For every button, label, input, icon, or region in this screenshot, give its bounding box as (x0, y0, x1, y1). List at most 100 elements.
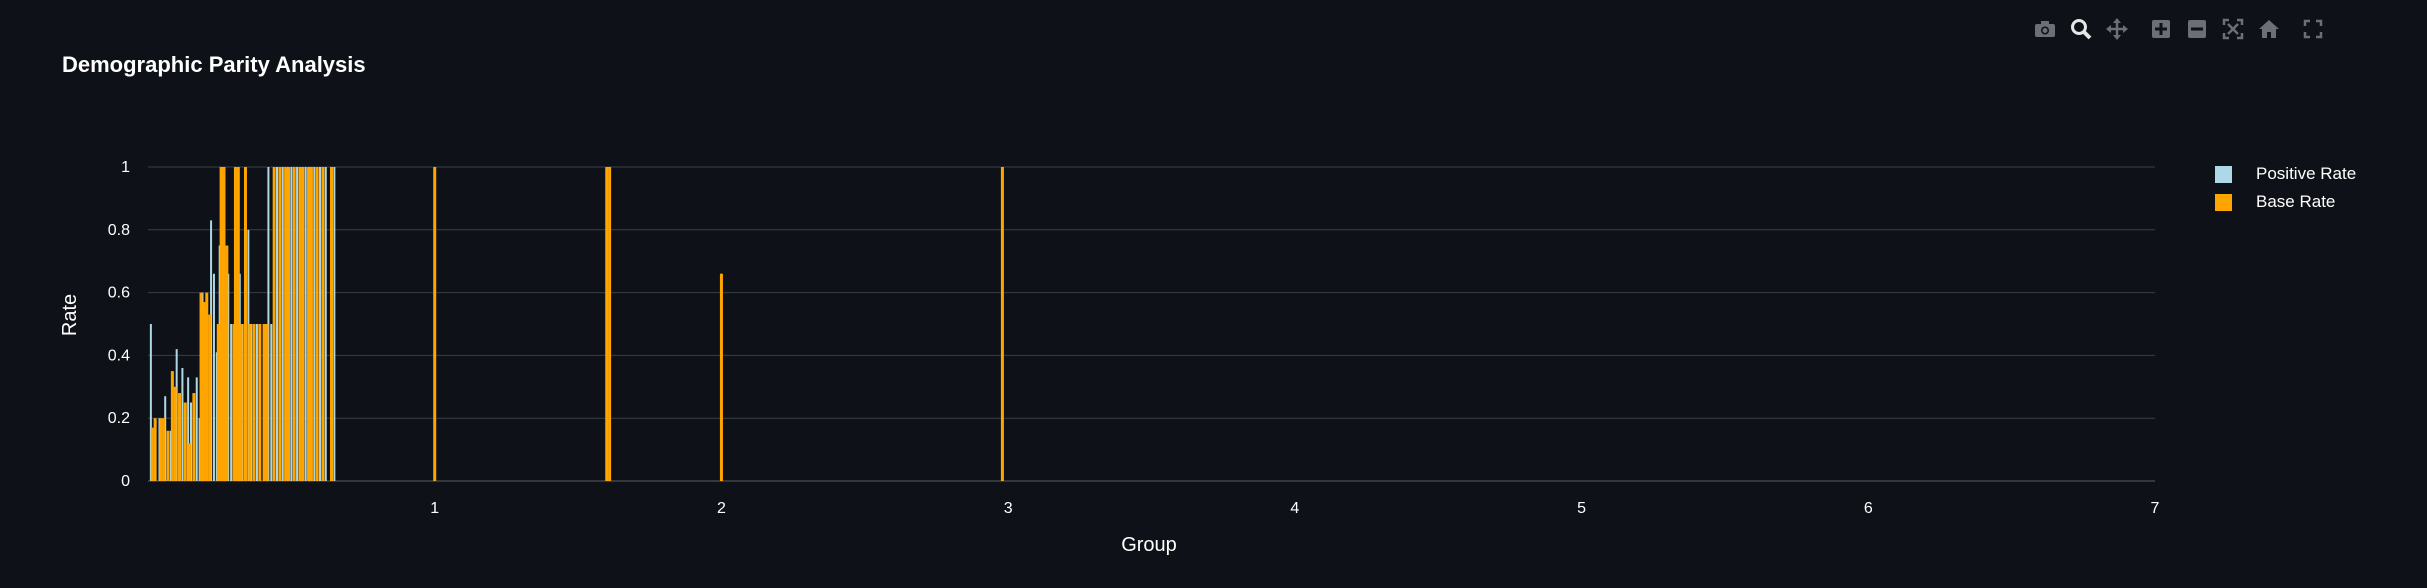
legend-label: Base Rate (2256, 192, 2336, 211)
legend: Positive Rate Base Rate (2215, 160, 2356, 216)
bar-positive-rate[interactable] (270, 324, 273, 481)
bar-base-rate[interactable] (719, 273, 723, 481)
legend-swatch-base-rate (2215, 193, 2232, 211)
bar-base-rate[interactable] (1000, 167, 1004, 481)
bar-base-rate[interactable] (433, 167, 437, 481)
bar-positive-rate[interactable] (255, 324, 258, 481)
bar-base-rate[interactable] (286, 167, 290, 481)
x-tick-label: 6 (1864, 500, 1873, 517)
x-axis-title: Group (1121, 534, 1177, 556)
zoom-icon[interactable] (2066, 14, 2096, 44)
x-tick-label: 7 (2151, 500, 2160, 517)
bar-base-rate[interactable] (178, 393, 182, 481)
y-tick-labels: 0 0.2 0.4 0.6 0.8 1 (108, 159, 130, 490)
bar-base-rate[interactable] (292, 167, 296, 481)
camera-icon[interactable] (2030, 14, 2060, 44)
bar-base-rate[interactable] (248, 324, 252, 481)
legend-item-positive-rate[interactable]: Positive Rate (2215, 160, 2356, 188)
chart-title: Demographic Parity Analysis (62, 52, 366, 77)
bar-base-rate[interactable] (170, 371, 174, 481)
home-icon[interactable] (2254, 14, 2284, 44)
bar-base-rate[interactable] (298, 167, 302, 481)
bar-positive-rate[interactable] (319, 167, 322, 481)
bar-base-rate[interactable] (265, 324, 269, 481)
bar-base-rate[interactable] (183, 402, 187, 482)
bar-base-rate[interactable] (252, 324, 256, 481)
bar-base-rate[interactable] (239, 324, 243, 481)
y-tick-label: 0.4 (108, 347, 130, 364)
bar-base-rate[interactable] (173, 386, 177, 481)
bar-base-rate[interactable] (329, 167, 333, 481)
bar-base-rate[interactable] (608, 167, 612, 481)
x-tick-label: 4 (1290, 500, 1299, 517)
y-tick-label: 0.8 (108, 222, 130, 239)
grid-lines (148, 166, 2155, 482)
bar-base-rate[interactable] (233, 167, 237, 481)
bar-base-rate[interactable] (166, 430, 170, 481)
bar-positive-rate[interactable] (276, 167, 279, 481)
fullscreen-icon[interactable] (2298, 14, 2328, 44)
zoom-out-icon[interactable] (2182, 14, 2212, 44)
bar-base-rate[interactable] (307, 167, 311, 481)
bar-positive-rate[interactable] (290, 167, 293, 481)
bar-base-rate[interactable] (262, 324, 266, 481)
bar-base-rate[interactable] (159, 418, 163, 481)
bar-base-rate[interactable] (162, 418, 166, 481)
bar-positive-rate[interactable] (195, 377, 198, 481)
x-tick-label: 5 (1577, 500, 1586, 517)
bar-positive-rate[interactable] (313, 167, 316, 481)
legend-label: Positive Rate (2256, 164, 2357, 183)
bar-base-rate[interactable] (301, 167, 305, 481)
bar-base-rate[interactable] (284, 167, 288, 481)
bar-positive-rate[interactable] (281, 167, 284, 481)
bar-base-rate[interactable] (192, 393, 196, 481)
bar-positive-rate[interactable] (149, 324, 152, 481)
pan-icon[interactable] (2102, 14, 2132, 44)
bar-base-rate[interactable] (321, 167, 325, 481)
bar-positive-rate[interactable] (304, 167, 307, 481)
bar-positive-rate[interactable] (324, 167, 327, 481)
bar-base-rate[interactable] (309, 167, 313, 481)
bar-base-rate[interactable] (236, 167, 240, 481)
bar-base-rate[interactable] (205, 292, 209, 481)
bar-positive-rate[interactable] (333, 167, 336, 481)
bar-base-rate[interactable] (219, 167, 223, 481)
legend-swatch-positive-rate (2215, 165, 2232, 183)
bar-base-rate[interactable] (208, 314, 212, 481)
bar-positive-rate[interactable] (296, 167, 299, 481)
y-tick-label: 1 (121, 159, 130, 176)
bar-base-rate[interactable] (150, 427, 154, 481)
bar-base-rate[interactable] (315, 167, 319, 481)
bar-base-rate[interactable] (188, 443, 192, 481)
y-tick-label: 0 (121, 473, 130, 490)
bar-base-rate[interactable] (258, 324, 262, 481)
bar-base-rate[interactable] (272, 167, 276, 481)
bar-base-rate[interactable] (243, 167, 247, 481)
bar-positive-rate[interactable] (230, 324, 233, 481)
bar-base-rate[interactable] (216, 324, 220, 481)
legend-item-base-rate[interactable]: Base Rate (2215, 188, 2356, 216)
y-tick-label: 0.6 (108, 285, 130, 302)
x-tick-label: 2 (717, 500, 726, 517)
bar-base-rate[interactable] (202, 302, 206, 481)
modebar (2030, 14, 2334, 44)
bar-base-rate[interactable] (278, 167, 282, 481)
bar-base-rate[interactable] (199, 292, 203, 481)
bar-positive-rate[interactable] (212, 273, 215, 481)
bars (149, 167, 1004, 482)
bar-base-rate[interactable] (605, 167, 609, 481)
x-tick-label: 3 (1004, 500, 1013, 517)
bar-positive-rate[interactable] (187, 377, 190, 481)
bar-base-rate[interactable] (225, 245, 229, 482)
autoscale-icon[interactable] (2218, 14, 2248, 44)
x-tick-labels: 1 2 3 4 5 6 7 (430, 500, 2159, 517)
bar-positive-rate[interactable] (181, 367, 184, 481)
y-tick-label: 0.2 (108, 410, 130, 427)
x-tick-label: 1 (430, 500, 439, 517)
y-axis-title: Rate (59, 294, 81, 336)
bar-base-rate[interactable] (153, 418, 157, 481)
bar-base-rate[interactable] (222, 167, 226, 481)
zoom-in-icon[interactable] (2146, 14, 2176, 44)
bar-positive-rate[interactable] (190, 402, 193, 482)
